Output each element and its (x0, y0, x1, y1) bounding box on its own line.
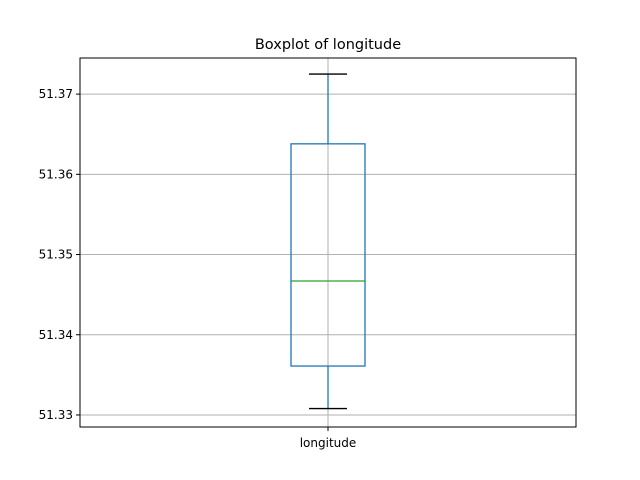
chart-title: Boxplot of longitude (255, 37, 401, 53)
box-longitude (290, 73, 366, 410)
y-tick-label: 51.34 (39, 328, 73, 342)
y-axis-ticks: 51.33 51.34 51.35 51.36 51.37 (39, 87, 80, 422)
y-tick-label: 51.36 (39, 167, 73, 181)
y-tick-label: 51.37 (39, 87, 73, 101)
x-tick-label: longitude (300, 436, 357, 450)
box-series (290, 73, 366, 410)
y-tick-label: 51.35 (39, 248, 73, 262)
x-axis-ticks: longitude (300, 427, 357, 450)
iqr-box (290, 143, 366, 367)
y-tick-label: 51.33 (39, 408, 73, 422)
